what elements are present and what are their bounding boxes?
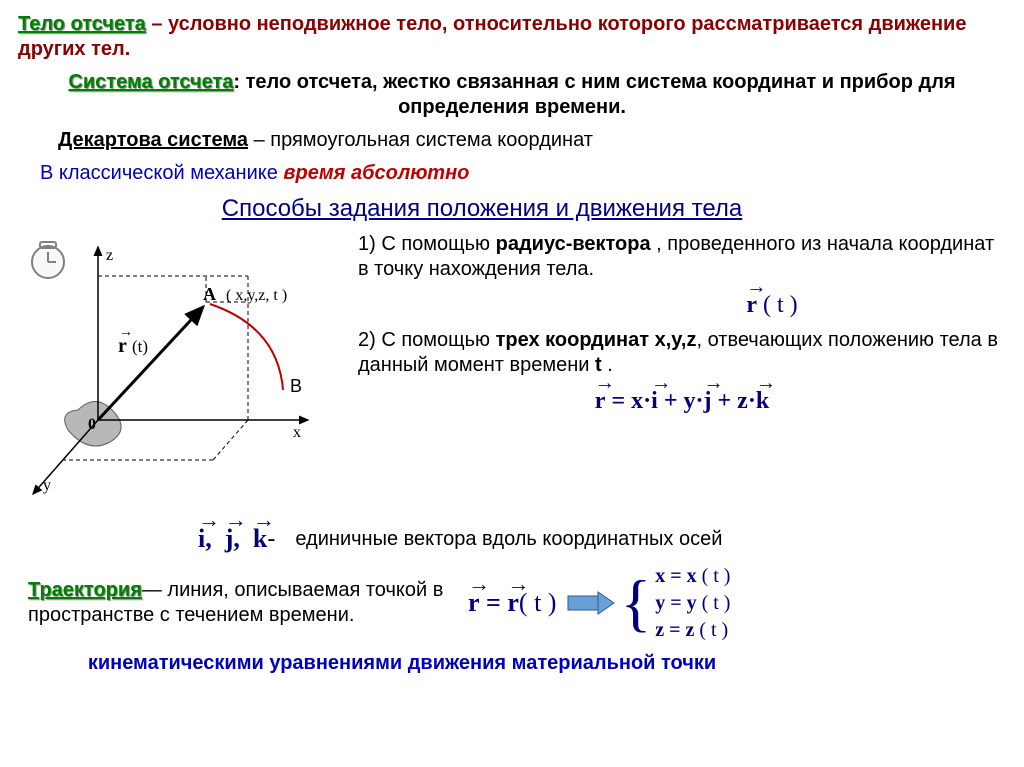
svg-text:→: →	[119, 325, 133, 340]
trajectory-row: Траектория— линия, описываемая точкой в …	[18, 564, 1006, 643]
m2-term: трех координат x,y,z	[496, 329, 697, 351]
term-reference-system: Система отсчета	[68, 71, 233, 93]
text-reference-body: – условно неподвижное тело, относительно…	[18, 13, 966, 60]
m1-label: 1) С помощью	[358, 233, 496, 255]
m1-formula-box: r ( t )	[358, 290, 1006, 320]
method-2: 2) С помощью трех координат x,y,z, отвеч…	[358, 328, 1006, 378]
svg-text:x: x	[293, 424, 301, 441]
trajectory-def: Траектория— линия, описываемая точкой в …	[18, 578, 458, 628]
svg-text:A: A	[203, 284, 216, 304]
note-absolute-time: В классической механике время абсолютно	[18, 161, 1006, 186]
svg-text:B: B	[290, 376, 302, 396]
text-time-absolute: время абсолютно	[283, 162, 469, 184]
method-1: 1) С помощью радиус-вектора , проведенно…	[358, 232, 1006, 282]
m1-term: радиус-вектора	[496, 233, 651, 255]
text-classical-prefix: В классической механике	[40, 162, 283, 184]
text-cartesian: – прямоугольная система координат	[248, 129, 593, 151]
text-reference-system: : тело отсчета, жестко связанная с ним с…	[233, 71, 955, 118]
term-cartesian: Декартова система	[58, 129, 248, 151]
methods-row: 0 z x y A ( x,y,z, t ) r → (t)	[18, 232, 1006, 519]
definition-cartesian: Декартова система – прямоугольная систем…	[18, 128, 1006, 153]
svg-text:( x,y,z, t ): ( x,y,z, t )	[226, 287, 287, 304]
m2-label: 2) С помощью	[358, 329, 496, 351]
definition-reference-system: Система отсчета: тело отсчета, жестко св…	[18, 70, 1006, 120]
term-reference-body: Тело отсчета	[18, 13, 146, 35]
kinematic-equations-label: кинематическими уравнениями движения мат…	[18, 651, 1006, 676]
trajectory-term: Траектория	[28, 579, 142, 601]
svg-text:y: y	[43, 477, 51, 494]
svg-text:z: z	[106, 247, 113, 264]
definition-reference-body: Тело отсчета – условно неподвижное тело,…	[18, 12, 1006, 62]
equation-system: { x = x ( t ) y = y ( t ) z = z ( t )	[616, 564, 730, 643]
section-heading: Способы задания положения и движения тел…	[18, 194, 1006, 224]
heading-text: Способы задания положения и движения тел…	[222, 195, 742, 222]
implies-icon	[566, 588, 616, 618]
unit-vectors-text: единичные вектора вдоль координатных осе…	[295, 527, 722, 552]
svg-text:(t): (t)	[132, 337, 148, 356]
coordinate-diagram: 0 z x y A ( x,y,z, t ) r → (t)	[18, 232, 348, 519]
methods-text: 1) С помощью радиус-вектора , проведенно…	[348, 232, 1006, 519]
m2-formula-box: r = x·i + y·j + z·k	[358, 386, 1006, 416]
unit-vectors-line: i, j, k - единичные вектора вдоль коорди…	[18, 523, 1006, 556]
